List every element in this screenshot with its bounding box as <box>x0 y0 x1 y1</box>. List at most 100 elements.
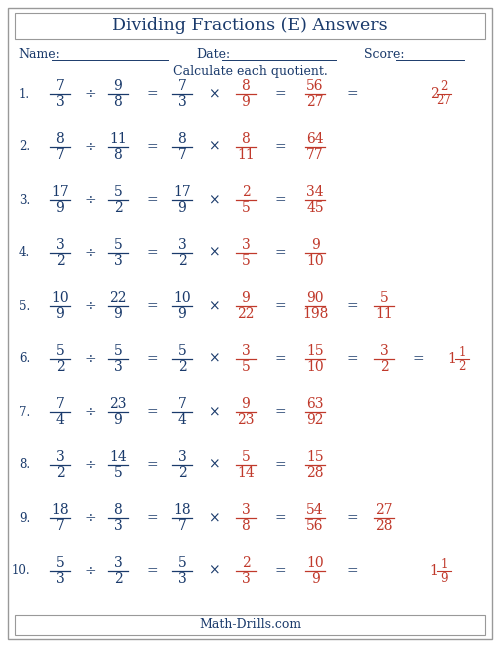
Text: =: = <box>346 87 358 101</box>
Text: =: = <box>346 511 358 525</box>
Text: 7: 7 <box>178 397 186 411</box>
Text: 5: 5 <box>242 450 250 464</box>
Text: ÷: ÷ <box>84 511 96 525</box>
Text: 10: 10 <box>51 291 69 305</box>
Text: 5: 5 <box>242 360 250 374</box>
Text: 11: 11 <box>237 148 255 162</box>
Text: 8: 8 <box>114 95 122 109</box>
Text: 3: 3 <box>242 344 250 358</box>
Text: =: = <box>146 352 158 366</box>
Text: 1: 1 <box>440 558 448 571</box>
Text: ×: × <box>208 299 220 313</box>
Text: 3: 3 <box>114 360 122 374</box>
Text: 4.: 4. <box>19 247 30 259</box>
Text: 8: 8 <box>242 79 250 93</box>
Text: 22: 22 <box>109 291 127 305</box>
Text: 2: 2 <box>178 254 186 268</box>
Text: 5: 5 <box>56 556 64 570</box>
Text: 9: 9 <box>56 307 64 321</box>
Text: Calculate each quotient.: Calculate each quotient. <box>172 65 328 78</box>
Text: 3: 3 <box>56 450 64 464</box>
Text: =: = <box>146 564 158 578</box>
Text: 14: 14 <box>109 450 127 464</box>
Text: Name:: Name: <box>18 49 60 61</box>
Text: 9: 9 <box>242 397 250 411</box>
Text: 8.: 8. <box>19 459 30 472</box>
Text: ×: × <box>208 564 220 578</box>
Text: 18: 18 <box>173 503 191 517</box>
Text: 3: 3 <box>114 519 122 533</box>
Text: 8: 8 <box>56 132 64 146</box>
Text: 2: 2 <box>178 466 186 480</box>
Text: 3: 3 <box>178 238 186 252</box>
Text: 5: 5 <box>178 344 186 358</box>
Text: 5: 5 <box>242 254 250 268</box>
Text: 5: 5 <box>114 466 122 480</box>
Text: ×: × <box>208 511 220 525</box>
Text: 1: 1 <box>458 345 466 358</box>
Text: 7: 7 <box>178 79 186 93</box>
Text: 7: 7 <box>56 148 64 162</box>
Text: 9: 9 <box>114 413 122 427</box>
Text: 11: 11 <box>109 132 127 146</box>
Text: ÷: ÷ <box>84 140 96 154</box>
Text: 17: 17 <box>51 185 69 199</box>
Text: =: = <box>274 140 286 154</box>
Text: 3.: 3. <box>19 193 30 206</box>
Text: =: = <box>146 246 158 260</box>
Text: ÷: ÷ <box>84 299 96 313</box>
Text: 56: 56 <box>306 79 324 93</box>
Text: =: = <box>146 299 158 313</box>
Text: 2: 2 <box>430 87 438 101</box>
Text: 54: 54 <box>306 503 324 517</box>
Text: 5: 5 <box>242 201 250 215</box>
Text: 7: 7 <box>56 79 64 93</box>
Text: 11: 11 <box>375 307 393 321</box>
Text: ×: × <box>208 352 220 366</box>
Text: 9.: 9. <box>19 512 30 525</box>
Text: 28: 28 <box>375 519 393 533</box>
Text: 28: 28 <box>306 466 324 480</box>
Text: 10.: 10. <box>12 564 30 578</box>
Text: 90: 90 <box>306 291 324 305</box>
Text: =: = <box>146 140 158 154</box>
Text: ×: × <box>208 246 220 260</box>
Text: =: = <box>146 511 158 525</box>
Text: 3: 3 <box>242 503 250 517</box>
Text: ÷: ÷ <box>84 564 96 578</box>
Text: 45: 45 <box>306 201 324 215</box>
Text: Dividing Fractions (E) Answers: Dividing Fractions (E) Answers <box>112 17 388 34</box>
Text: 8: 8 <box>242 132 250 146</box>
Text: ÷: ÷ <box>84 193 96 207</box>
Text: 2: 2 <box>380 360 388 374</box>
Text: ÷: ÷ <box>84 352 96 366</box>
Bar <box>15 13 485 39</box>
Text: ×: × <box>208 140 220 154</box>
Text: 7.: 7. <box>19 406 30 419</box>
Text: 9: 9 <box>242 291 250 305</box>
Text: ×: × <box>208 458 220 472</box>
Text: Score:: Score: <box>364 49 405 61</box>
Text: =: = <box>146 87 158 101</box>
Text: 2: 2 <box>114 572 122 586</box>
Text: 4: 4 <box>56 413 64 427</box>
Text: ×: × <box>208 193 220 207</box>
Text: ÷: ÷ <box>84 405 96 419</box>
Text: =: = <box>274 511 286 525</box>
Text: 2: 2 <box>56 360 64 374</box>
Text: 8: 8 <box>178 132 186 146</box>
Text: 56: 56 <box>306 519 324 533</box>
Text: 15: 15 <box>306 450 324 464</box>
Text: 3: 3 <box>56 95 64 109</box>
Text: ÷: ÷ <box>84 458 96 472</box>
Text: 9: 9 <box>114 307 122 321</box>
Text: Math-Drills.com: Math-Drills.com <box>199 619 301 631</box>
Text: 9: 9 <box>440 571 448 584</box>
Text: 8: 8 <box>114 148 122 162</box>
Text: 3: 3 <box>178 95 186 109</box>
Text: 2: 2 <box>440 80 448 94</box>
Text: 23: 23 <box>109 397 127 411</box>
Text: =: = <box>346 299 358 313</box>
Text: 1.: 1. <box>19 87 30 100</box>
Text: 198: 198 <box>302 307 328 321</box>
